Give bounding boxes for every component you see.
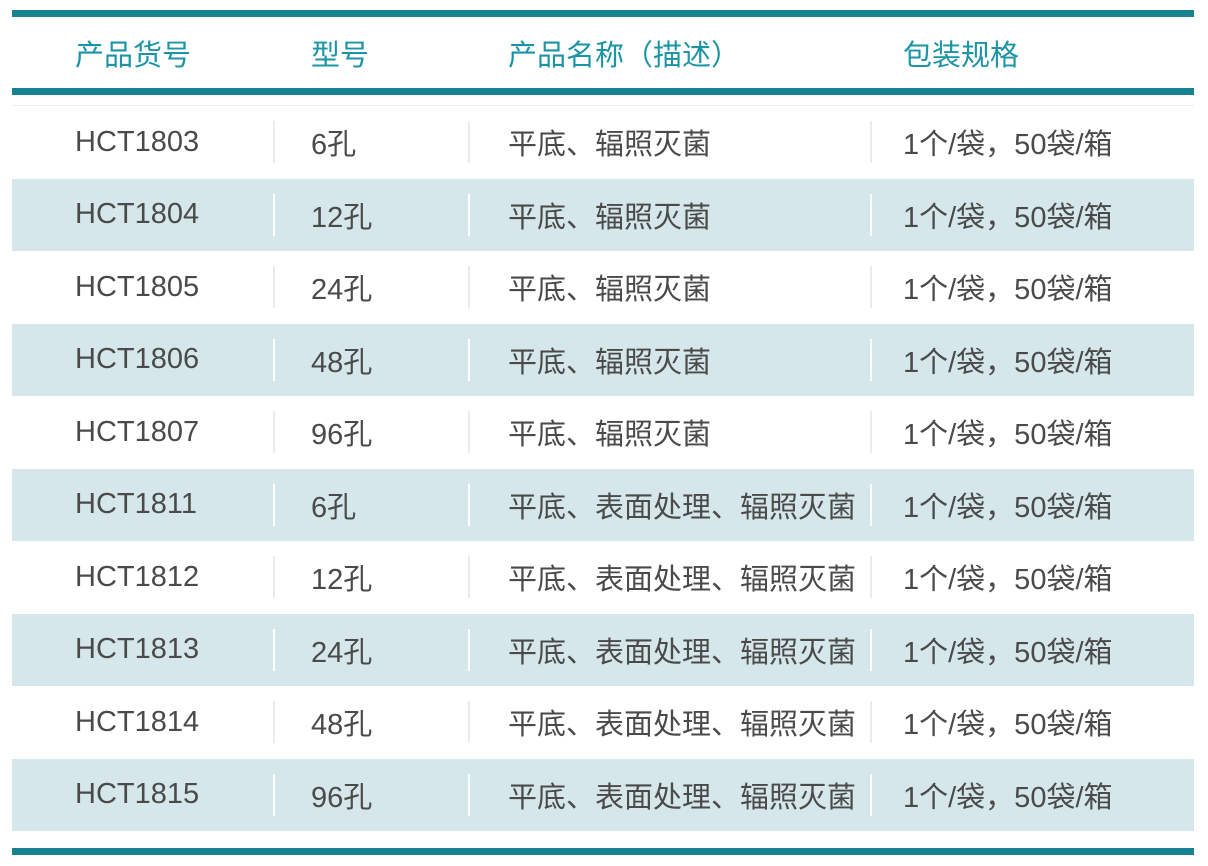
cell-catalog: HCT1813 bbox=[75, 633, 200, 666]
table-row: HCT1805 24孔 平底、辐照灭菌 1个/袋，50袋/箱 bbox=[12, 251, 1194, 324]
cell-catalog: HCT1806 bbox=[75, 343, 200, 376]
cell-description: 平底、表面处理、辐照灭菌 bbox=[468, 701, 870, 744]
cell-model: 6孔 bbox=[273, 121, 468, 164]
cell-description: 平底、辐照灭菌 bbox=[468, 338, 870, 381]
cell-description: 平底、表面处理、辐照灭菌 bbox=[468, 556, 870, 599]
table-bottom-accent-bar bbox=[12, 848, 1194, 855]
table-body: HCT1803 6孔 平底、辐照灭菌 1个/袋，50袋/箱 HCT1804 12孔 平底、辐… bbox=[12, 106, 1194, 831]
cell-description: 平底、辐照灭菌 bbox=[468, 121, 870, 164]
cell-packaging: 1个/袋，50袋/箱 bbox=[870, 556, 1194, 599]
cell-catalog: HCT1805 bbox=[75, 270, 200, 303]
cell-description: 平底、辐照灭菌 bbox=[468, 193, 870, 236]
cell-model: 96孔 bbox=[273, 411, 468, 454]
cell-model: 12孔 bbox=[273, 556, 468, 599]
cell-model: 48孔 bbox=[273, 701, 468, 744]
cell-catalog: HCT1811 bbox=[75, 488, 197, 521]
table-top-accent-bar bbox=[12, 10, 1194, 17]
header-bottom-accent-bar bbox=[12, 88, 1194, 95]
table-row: HCT1806 48孔 平底、辐照灭菌 1个/袋，50袋/箱 bbox=[12, 323, 1194, 396]
cell-packaging: 1个/袋，50袋/箱 bbox=[870, 121, 1194, 164]
cell-description: 平底、辐照灭菌 bbox=[468, 266, 870, 309]
table-row: HCT1814 48孔 平底、表面处理、辐照灭菌 1个/袋，50袋/箱 bbox=[12, 686, 1194, 759]
cell-description: 平底、表面处理、辐照灭菌 bbox=[468, 483, 870, 526]
cell-packaging: 1个/袋，50袋/箱 bbox=[870, 193, 1194, 236]
cell-description: 平底、表面处理、辐照灭菌 bbox=[468, 628, 870, 671]
header-cell-description: 产品名称（描述） bbox=[508, 39, 741, 72]
cell-catalog: HCT1803 bbox=[75, 125, 200, 158]
cell-model: 24孔 bbox=[273, 266, 468, 309]
cell-catalog: HCT1812 bbox=[75, 560, 200, 593]
table-row: HCT1813 24孔 平底、表面处理、辐照灭菌 1个/袋，50袋/箱 bbox=[12, 613, 1194, 686]
table-row: HCT1804 12孔 平底、辐照灭菌 1个/袋，50袋/箱 bbox=[12, 178, 1194, 251]
cell-model: 12孔 bbox=[273, 193, 468, 236]
cell-packaging: 1个/袋，50袋/箱 bbox=[870, 483, 1194, 526]
header-cell-model: 型号 bbox=[311, 39, 370, 72]
body-top-hairline bbox=[12, 105, 1194, 106]
table-row: HCT1815 96孔 平底、表面处理、辐照灭菌 1个/袋，50袋/箱 bbox=[12, 758, 1194, 831]
cell-catalog: HCT1807 bbox=[75, 415, 200, 448]
cell-catalog: HCT1814 bbox=[75, 705, 200, 738]
cell-model: 24孔 bbox=[273, 628, 468, 671]
cell-packaging: 1个/袋，50袋/箱 bbox=[870, 773, 1194, 816]
cell-packaging: 1个/袋，50袋/箱 bbox=[870, 266, 1194, 309]
cell-packaging: 1个/袋，50袋/箱 bbox=[870, 411, 1194, 454]
cell-model: 48孔 bbox=[273, 338, 468, 381]
cell-catalog: HCT1815 bbox=[75, 778, 200, 811]
table-header-row: 产品货号 型号 产品名称（描述） 包装规格 bbox=[12, 17, 1194, 88]
cell-description: 平底、辐照灭菌 bbox=[468, 411, 870, 454]
table-row: HCT1811 6孔 平底、表面处理、辐照灭菌 1个/袋，50袋/箱 bbox=[12, 468, 1194, 541]
cell-description: 平底、表面处理、辐照灭菌 bbox=[468, 773, 870, 816]
cell-packaging: 1个/袋，50袋/箱 bbox=[870, 701, 1194, 744]
header-cell-packaging: 包装规格 bbox=[903, 39, 1020, 72]
table-row: HCT1807 96孔 平底、辐照灭菌 1个/袋，50袋/箱 bbox=[12, 396, 1194, 469]
table-row: HCT1812 12孔 平底、表面处理、辐照灭菌 1个/袋，50袋/箱 bbox=[12, 541, 1194, 614]
cell-catalog: HCT1804 bbox=[75, 198, 200, 231]
product-spec-table: 产品货号 型号 产品名称（描述） 包装规格 HCT1803 6孔 平底、辐照灭菌 1个… bbox=[12, 10, 1194, 855]
header-cell-catalog: 产品货号 bbox=[75, 39, 192, 72]
cell-packaging: 1个/袋，50袋/箱 bbox=[870, 338, 1194, 381]
cell-model: 96孔 bbox=[273, 773, 468, 816]
table-row: HCT1803 6孔 平底、辐照灭菌 1个/袋，50袋/箱 bbox=[12, 106, 1194, 179]
cell-model: 6孔 bbox=[273, 483, 468, 526]
cell-packaging: 1个/袋，50袋/箱 bbox=[870, 628, 1194, 671]
